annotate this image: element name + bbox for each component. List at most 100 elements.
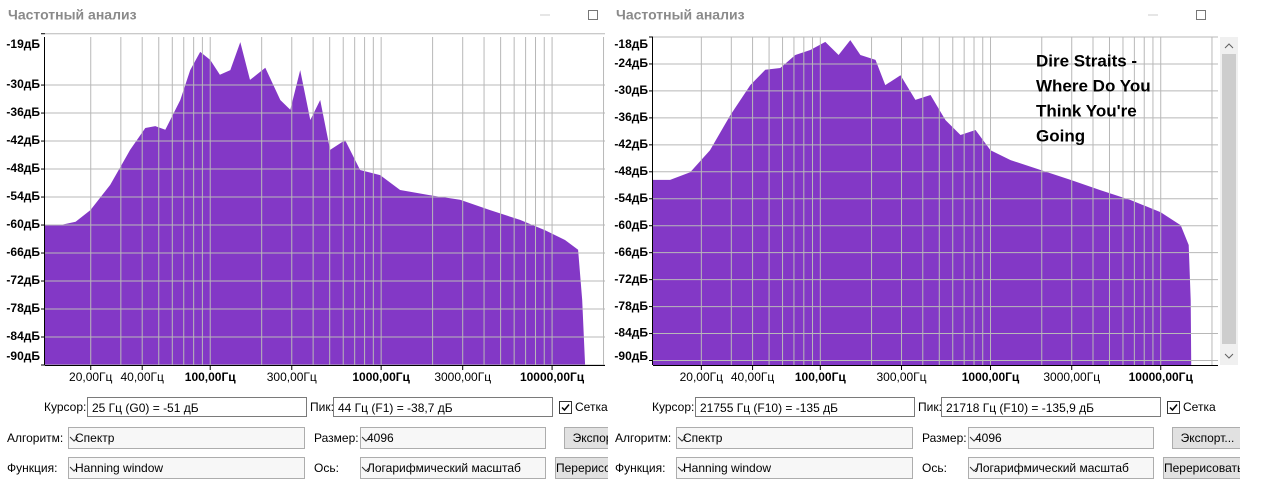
y-tick-label: -48дБ — [614, 164, 648, 178]
x-tick-label: 1000,00Гц — [352, 370, 410, 384]
y-tick-label: -24дБ — [614, 56, 648, 70]
x-tick-label: 20,00Гц — [69, 370, 113, 384]
x-tick-label: 3000,00Гц — [434, 370, 491, 384]
dropdown-arrow — [969, 436, 979, 442]
axis-select[interactable]: Логарифмический масштаб — [360, 457, 546, 479]
y-tick-label: -18дБ — [614, 37, 648, 51]
grid-label: Сетка — [1183, 400, 1216, 414]
dropdown-arrow — [969, 466, 979, 472]
dropdown-arrow — [361, 466, 371, 472]
y-tick-label: -90дБ — [6, 349, 40, 363]
y-tick-label: -60дБ — [614, 218, 648, 232]
y-tick-label: -72дБ — [6, 273, 40, 287]
y-tick-label: -54дБ — [6, 189, 40, 203]
arrow-stroke — [69, 466, 79, 472]
cursor-field: 25 Гц (G0) = -51 дБ — [87, 397, 307, 417]
arrow-stroke — [677, 466, 687, 472]
check-stroke — [561, 404, 570, 412]
size-select[interactable]: 4096 — [360, 427, 546, 449]
algorithm-select[interactable]: Спектр — [68, 427, 305, 449]
algorithm-label: Алгоритм: — [615, 431, 672, 445]
dropdown-arrow — [361, 436, 371, 442]
analysis-window: Частотный анализ -18дБ -24дБ -30дБ -36дБ -42д… — [608, 0, 1240, 480]
cursor-field: 21755 Гц (F10) = -135 дБ — [695, 397, 915, 417]
window-title: Частотный анализ — [8, 7, 137, 23]
y-tick-label: -78дБ — [6, 301, 40, 315]
y-tick-label: -42дБ — [614, 137, 648, 151]
window-graphics: Частотный анализ -19дБ -30дБ -36дБ -42дБ -48д… — [6, 7, 605, 384]
size-label: Размер: — [314, 431, 359, 445]
export-button[interactable]: Экспорт... — [1172, 427, 1240, 449]
grid-checkbox[interactable] — [559, 401, 572, 414]
y-tick-label: -84дБ — [614, 326, 648, 340]
arrow-stroke — [361, 466, 371, 472]
spectrum-area — [653, 40, 1192, 365]
axis-select[interactable]: Логарифмический масштаб — [968, 457, 1154, 479]
dropdown-arrow — [69, 466, 79, 472]
export-button[interactable]: Экспорт... — [564, 427, 608, 449]
annotation: Dire Straits - — [1036, 51, 1137, 70]
annotation: Think You're — [1036, 101, 1137, 120]
maximize-button — [1196, 10, 1206, 20]
peak-field: 21718 Гц (F10) = -135,9 дБ — [941, 397, 1161, 417]
y-tick-label: -30дБ — [6, 77, 40, 91]
redraw-button[interactable]: Перерисовать — [1163, 457, 1240, 479]
arrow-stroke — [677, 436, 687, 442]
y-tick-label: -54дБ — [614, 191, 648, 205]
function-select[interactable]: Hanning window — [676, 457, 913, 479]
scrollbar-thumb[interactable] — [1222, 54, 1236, 344]
window-title: Частотный анализ — [616, 7, 745, 23]
scroll-up-arrow — [1224, 43, 1234, 49]
y-tick-label: -90дБ — [614, 349, 648, 363]
arrow-stroke — [969, 466, 979, 472]
check-mark — [561, 404, 570, 412]
annotation: Where Do You — [1036, 76, 1151, 95]
annotation: Going — [1036, 126, 1085, 145]
x-tick-label: 10000,00Гц — [1129, 370, 1194, 384]
size-label: Размер: — [922, 431, 967, 445]
axis-label: Ось: — [314, 461, 339, 475]
cursor-label: Курсор: — [652, 400, 695, 414]
size-select[interactable]: 4096 — [968, 427, 1154, 449]
check-mark — [1169, 404, 1178, 412]
x-tick-label: 300,00Гц — [267, 370, 317, 384]
x-tick-label: 300,00Гц — [876, 370, 926, 384]
window-graphics: Частотный анализ -18дБ -24дБ -30дБ -36дБ -42д… — [614, 7, 1238, 384]
algorithm-select[interactable]: Спектр — [676, 427, 913, 449]
x-tick-label: 10000,00Гц — [520, 370, 585, 384]
spectrum-area — [45, 42, 586, 365]
cursor-label: Курсор: — [44, 400, 87, 414]
x-tick-label: 40,00Гц — [731, 370, 775, 384]
y-tick-label: -78дБ — [614, 299, 648, 313]
axis-label: Ось: — [922, 461, 947, 475]
arrow-stroke — [969, 436, 979, 442]
algorithm-label: Алгоритм: — [7, 431, 64, 445]
y-tick-label: -66дБ — [6, 245, 40, 259]
grid-checkbox[interactable] — [1167, 401, 1180, 414]
redraw-button[interactable]: Перерисовать — [555, 457, 608, 479]
y-tick-label: -72дБ — [614, 272, 648, 286]
dropdown-arrow — [677, 466, 687, 472]
y-tick-label: -60дБ — [6, 217, 40, 231]
scroll-down-arrow — [1224, 353, 1234, 359]
maximize-button — [588, 10, 598, 20]
x-tick-label: 100,00Гц — [795, 370, 847, 384]
function-label: Функция: — [615, 461, 666, 475]
peak-field: 44 Гц (F1) = -38,7 дБ — [333, 397, 553, 417]
arrow-stroke — [69, 436, 79, 442]
dropdown-arrow — [677, 436, 687, 442]
x-tick-label: 1000,00Гц — [962, 370, 1020, 384]
y-tick-label: -66дБ — [614, 245, 648, 259]
function-select[interactable]: Hanning window — [68, 457, 305, 479]
x-tick-label: 40,00Гц — [120, 370, 164, 384]
y-tick-label: -42дБ — [6, 133, 40, 147]
function-label: Функция: — [7, 461, 58, 475]
x-tick-label: 20,00Гц — [680, 370, 724, 384]
analysis-window: Частотный анализ -19дБ -30дБ -36дБ -42дБ -48д… — [0, 0, 608, 480]
dropdown-arrow — [69, 436, 79, 442]
y-tick-label: -36дБ — [614, 110, 648, 124]
check-stroke — [1169, 404, 1178, 412]
y-tick-label: -36дБ — [6, 105, 40, 119]
x-tick-label: 100,00Гц — [185, 370, 237, 384]
